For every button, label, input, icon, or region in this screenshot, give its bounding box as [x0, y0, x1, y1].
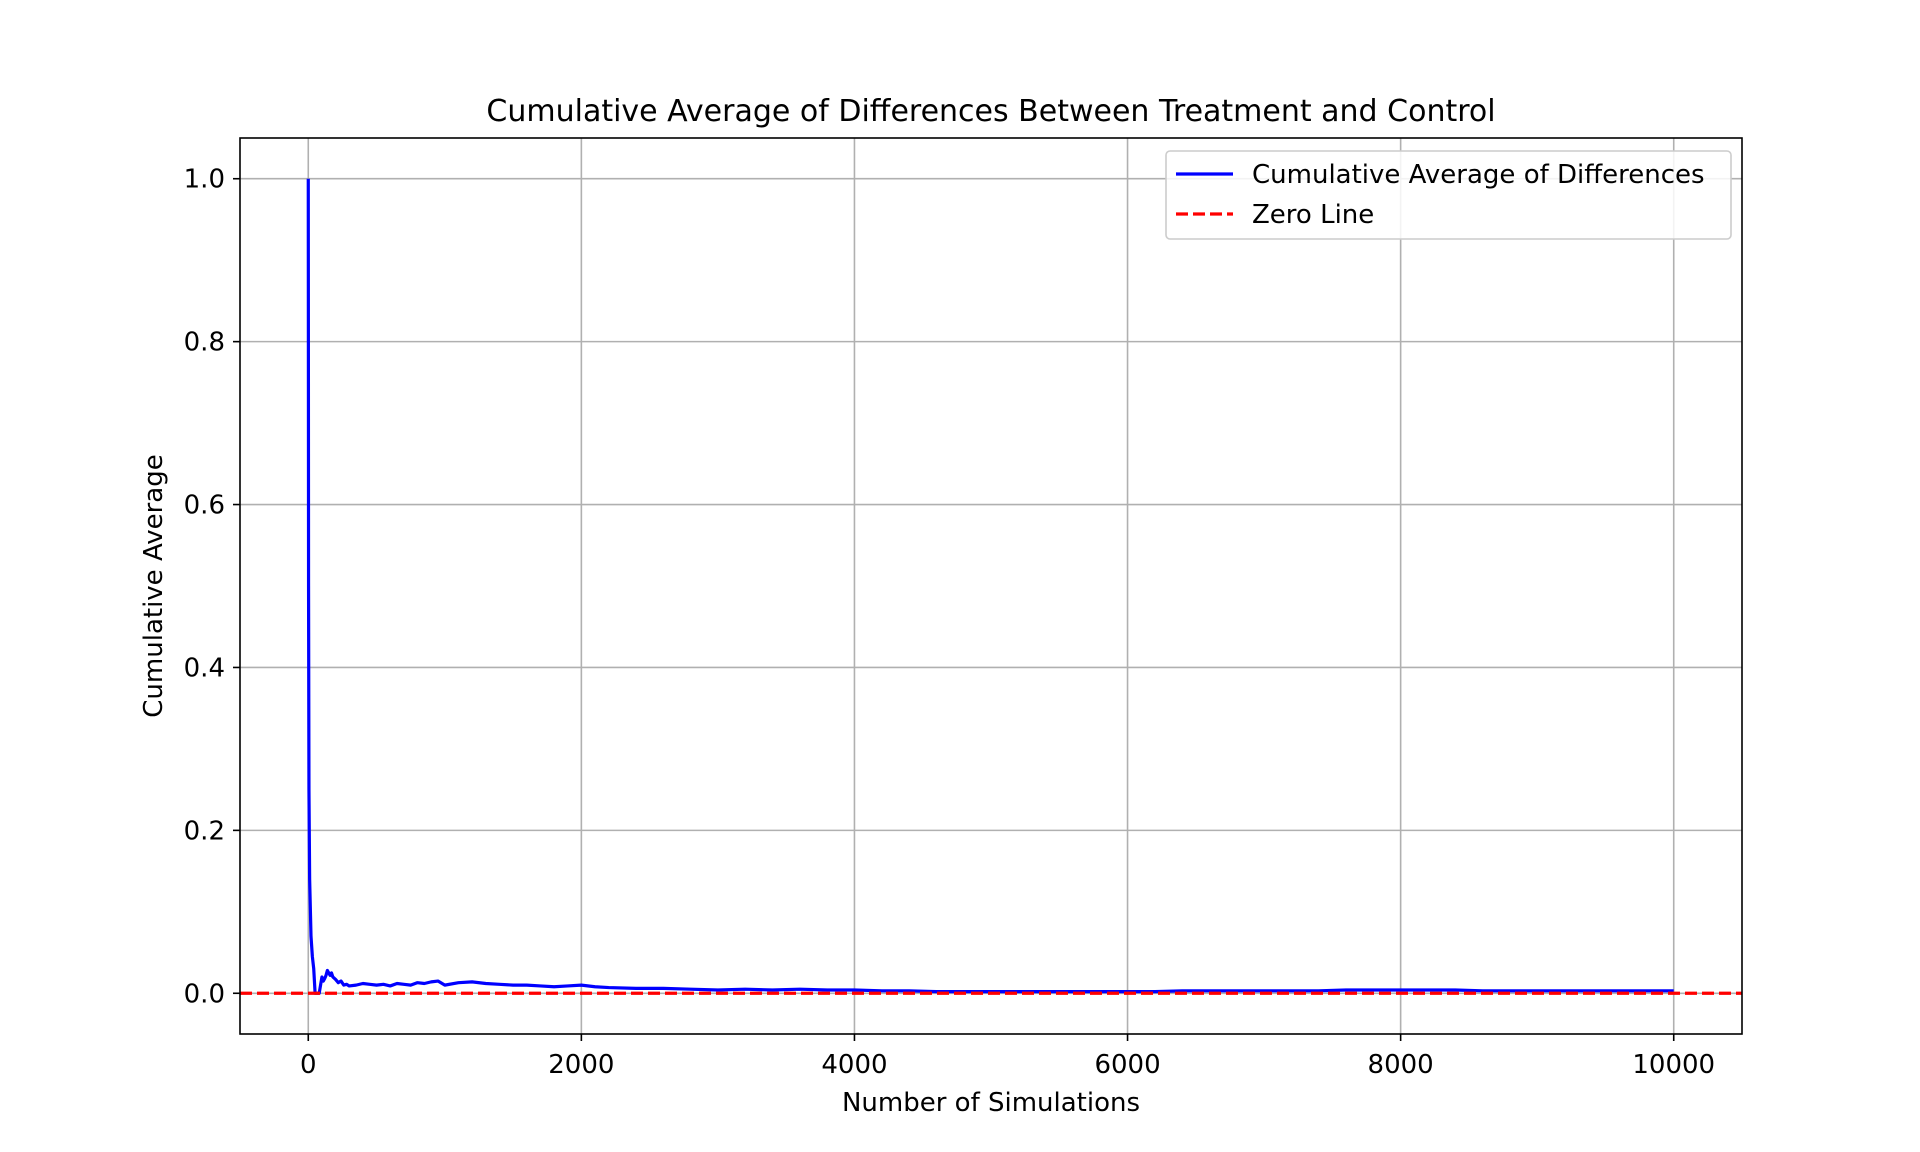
legend-box: [1165, 150, 1732, 240]
y-axis-label: Cumulative Average: [139, 454, 169, 717]
x-tick-label: 4000: [821, 1050, 887, 1080]
legend-label-cumulative-average: Cumulative Average of Differences: [1252, 160, 1705, 190]
x-tick-label: 0: [300, 1050, 317, 1080]
x-axis-ticks: 0 2000 4000 6000 8000 10000: [300, 1034, 1715, 1080]
y-tick-label: 0.4: [184, 653, 225, 683]
series-layer: [240, 178, 1742, 995]
legend-label-zero-line: Zero Line: [1252, 200, 1374, 230]
y-tick-label: 1.0: [184, 165, 225, 195]
y-tick-label: 0.0: [184, 979, 225, 1009]
x-tick-label: 6000: [1094, 1050, 1160, 1080]
chart-title: Cumulative Average of Differences Betwee…: [486, 94, 1495, 129]
plot-frame: [239, 137, 1743, 1035]
y-axis-ticks: 0.0 0.2 0.4 0.6 0.8 1.0: [184, 165, 240, 1009]
x-tick-label: 2000: [548, 1050, 614, 1080]
legend: Cumulative Average of Differences Zero L…: [1165, 150, 1732, 240]
x-tick-label: 8000: [1368, 1050, 1434, 1080]
y-tick-label: 0.6: [184, 491, 225, 521]
series-cumulative-average-line: [306, 178, 1674, 995]
y-tick-label: 0.8: [184, 328, 225, 358]
x-tick-label: 10000: [1632, 1050, 1715, 1080]
x-axis-label: Number of Simulations: [842, 1088, 1140, 1118]
y-tick-label: 0.2: [184, 816, 225, 846]
